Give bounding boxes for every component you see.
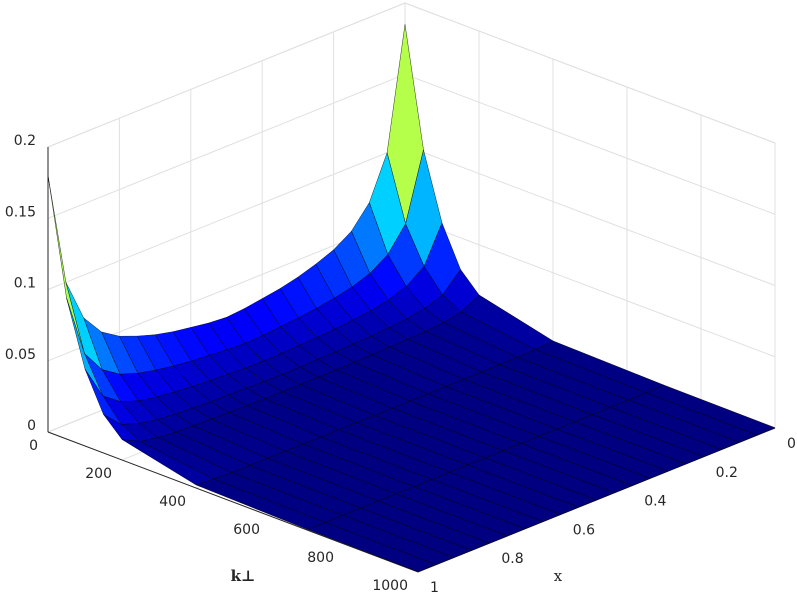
y-tick-label: 1000 [372, 578, 408, 594]
x-tick-label: 0 [787, 436, 796, 452]
x-tick-label: 0.4 [644, 494, 666, 510]
z-tick-label: 0.05 [5, 347, 36, 363]
y-tick-label: 0 [29, 438, 38, 454]
x-tick-label: 0.8 [501, 551, 523, 567]
y-tick-label: 200 [85, 466, 112, 482]
x-axis-label: x [554, 567, 563, 585]
x-tick-label: 1 [430, 580, 439, 596]
grid-line [47, 2, 776, 148]
y-tick-label: 800 [307, 550, 334, 566]
z-tick-label: 0.1 [14, 276, 36, 292]
surface-cell [306, 522, 437, 572]
x-tick-label: 0.6 [573, 522, 595, 538]
x-tick-label: 0.2 [716, 465, 738, 481]
z-tick-label: 0 [27, 418, 36, 434]
y-tick-label: 400 [159, 494, 186, 510]
z-tick-label: 0.2 [14, 133, 36, 149]
y-tick-label: 600 [233, 522, 260, 538]
y-axis-label: k⊥ [231, 567, 256, 585]
z-tick-label: 0.15 [5, 204, 36, 220]
